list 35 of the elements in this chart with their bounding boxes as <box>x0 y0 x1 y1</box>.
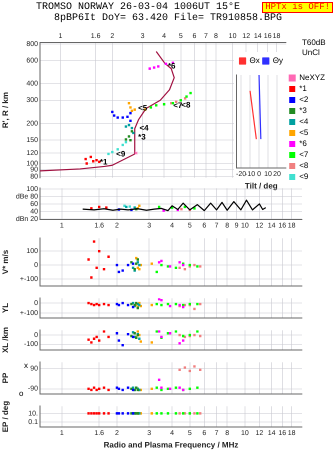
legend-label: *3 <box>299 106 308 116</box>
legend-label: <4 <box>299 117 309 126</box>
y-axis-title: YL <box>1 302 10 314</box>
text: HPTx is OFF! <box>262 2 333 13</box>
legend-label: <2 <box>299 95 309 104</box>
annotation: *6 <box>168 62 176 71</box>
legend-label: <7 <box>299 150 309 160</box>
y-axis-title: EP / deg <box>1 400 10 432</box>
legend-label: Θy <box>272 56 284 66</box>
x-axis-title: Radio and Plasma Frequency / MHz <box>104 440 238 450</box>
y-axis-title: R', R / km <box>1 92 10 128</box>
chart-title: TROMSO NORWAY 26-03-04 1006UT 15°E <box>36 2 240 13</box>
y-axis-title: XL /km <box>1 326 10 354</box>
legend-label: <8 <box>299 161 309 170</box>
annotation: *3 <box>138 132 146 142</box>
annotation: *1 <box>100 158 108 167</box>
chart-subtitle: 8pBP6It DoY= 63.420 File= TR910858.BPG <box>53 13 284 24</box>
annotation: <8 <box>181 100 191 110</box>
y-axis-title: V* m/s <box>1 249 10 274</box>
text: T60dB <box>302 38 326 47</box>
text: x <box>24 361 28 370</box>
annotation: <5 <box>138 103 148 112</box>
legend-label: *1 <box>299 84 308 94</box>
legend-label: NeXYZ <box>299 73 326 82</box>
annotation: <4 <box>139 123 150 132</box>
text: UnCl <box>302 48 320 57</box>
legend-label: Θx <box>250 56 260 66</box>
legend-label: <5 <box>299 128 309 138</box>
annotation: <7 <box>173 101 183 110</box>
annotation: <9 <box>116 150 126 159</box>
legend-label: *6 <box>299 139 308 148</box>
y-axis-title: PP <box>1 372 10 384</box>
x-axis-title: Tilt / deg <box>244 181 278 190</box>
text: o <box>19 389 24 398</box>
legend-label: <9 <box>299 172 309 182</box>
